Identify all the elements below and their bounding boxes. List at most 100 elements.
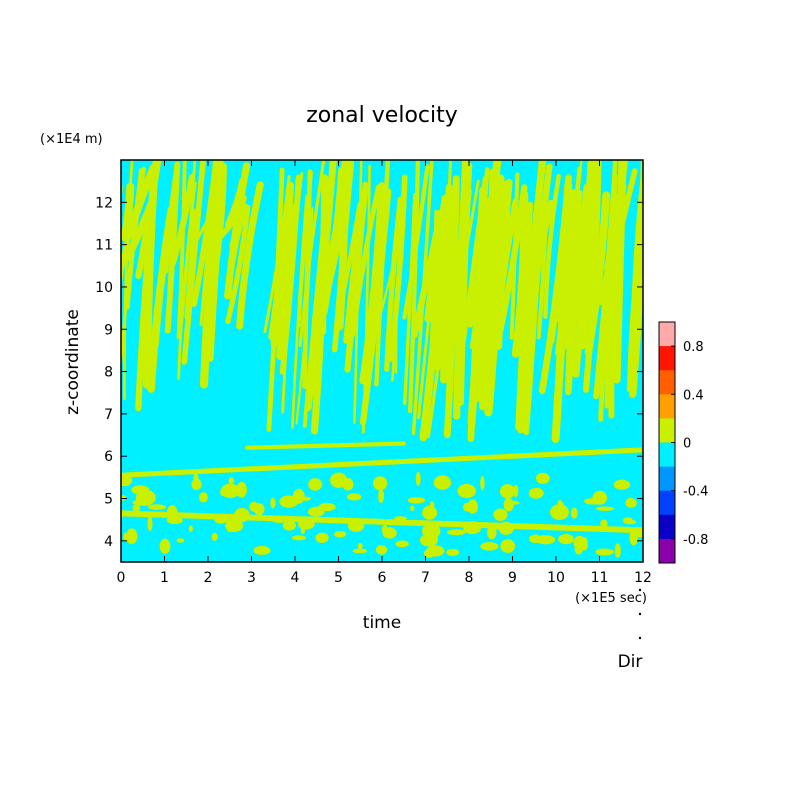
positive-streak bbox=[89, 154, 115, 282]
positive-streak bbox=[154, 163, 179, 347]
positive-patch bbox=[382, 527, 397, 539]
y-tick-label: 5 bbox=[104, 492, 113, 508]
positive-patch bbox=[228, 477, 235, 485]
positive-band bbox=[121, 510, 643, 534]
positive-streak bbox=[230, 203, 249, 262]
positive-patch bbox=[166, 516, 183, 525]
positive-streak bbox=[211, 162, 227, 266]
x-tick-label: 0 bbox=[117, 570, 126, 586]
dir-annotation: Dir bbox=[618, 588, 642, 672]
y-axis: 4 5 6 7 8 9 10 11 12 bbox=[95, 195, 643, 550]
x-tick-label: 9 bbox=[508, 570, 517, 586]
colorbar-swatch bbox=[659, 370, 675, 395]
positive-patch bbox=[291, 535, 306, 541]
positive-patch bbox=[446, 529, 466, 536]
positive-streak bbox=[344, 181, 369, 373]
positive-patch bbox=[600, 519, 608, 528]
positive-patch bbox=[415, 471, 421, 486]
positive-streak bbox=[626, 184, 643, 393]
x-tick-label: 5 bbox=[334, 570, 343, 586]
positive-streak bbox=[482, 202, 509, 388]
positive-streak bbox=[497, 184, 528, 334]
positive-patch bbox=[487, 525, 497, 540]
positive-patch bbox=[135, 489, 156, 506]
y-tick-label: 10 bbox=[95, 280, 113, 296]
positive-streak bbox=[551, 181, 573, 443]
positive-patch bbox=[282, 520, 296, 531]
positive-streak bbox=[192, 211, 214, 247]
positive-patch bbox=[625, 497, 637, 508]
colorbar-swatch bbox=[659, 322, 675, 347]
positive-patch bbox=[480, 476, 485, 491]
colorbar-swatch bbox=[659, 466, 675, 492]
positive-patch bbox=[422, 505, 438, 520]
positive-patch bbox=[558, 534, 574, 545]
positive-patch bbox=[614, 543, 621, 558]
x-axis: 0 1 2 3 4 5 6 7 8 9 10 11 12 bbox=[117, 160, 652, 586]
positive-patch bbox=[308, 478, 323, 491]
positive-streak bbox=[612, 160, 627, 384]
positive-streak bbox=[302, 178, 331, 428]
y-tick-label: 4 bbox=[104, 534, 113, 550]
positive-streak bbox=[291, 194, 308, 429]
x-tick-label: 1 bbox=[160, 570, 169, 586]
positive-patch bbox=[613, 479, 631, 490]
positive-streak bbox=[417, 195, 445, 420]
positive-streak bbox=[298, 160, 326, 348]
chart-title: zonal velocity bbox=[306, 103, 458, 128]
colorbar-tick-label: -0.8 bbox=[683, 533, 708, 548]
positive-streak bbox=[236, 181, 264, 330]
y-unit-label: (×1E4 m) bbox=[40, 132, 103, 147]
positive-streak bbox=[384, 196, 403, 372]
colorbar-swatch bbox=[659, 490, 675, 516]
y-tick-label: 9 bbox=[104, 322, 113, 338]
positive-patch bbox=[457, 483, 477, 499]
positive-streak bbox=[388, 174, 408, 362]
positive-patch bbox=[528, 487, 544, 499]
x-tick-label: 12 bbox=[634, 570, 652, 586]
positive-patch bbox=[188, 525, 193, 533]
positive-streak bbox=[199, 160, 224, 389]
positive-band bbox=[121, 447, 643, 478]
x-tick-label: 10 bbox=[547, 570, 565, 586]
positive-patch bbox=[220, 488, 237, 498]
positive-patch bbox=[557, 499, 562, 506]
positive-patch bbox=[308, 506, 325, 517]
positive-streak bbox=[176, 160, 187, 339]
positive-patch bbox=[407, 497, 426, 504]
positive-patch bbox=[393, 516, 407, 521]
positive-streak bbox=[628, 160, 643, 398]
positive-patch bbox=[629, 530, 638, 546]
positive-streak bbox=[572, 160, 595, 378]
colorbar-tick-label: 0.4 bbox=[683, 388, 704, 403]
positive-patch bbox=[225, 519, 244, 533]
positive-streak bbox=[225, 204, 251, 325]
positive-streak bbox=[317, 205, 332, 336]
positive-streak bbox=[281, 171, 304, 414]
dir-marker-dot bbox=[638, 612, 642, 616]
positive-streak bbox=[164, 161, 181, 334]
y-tick-label: 12 bbox=[95, 195, 113, 211]
x-tick-label: 11 bbox=[591, 570, 609, 586]
x-unit-label: (×1E5 sec) bbox=[575, 591, 647, 606]
positive-patch bbox=[253, 503, 265, 516]
positive-patch bbox=[132, 504, 141, 512]
positive-streak bbox=[266, 167, 285, 432]
positive-patch bbox=[357, 542, 363, 550]
positive-streak bbox=[270, 203, 300, 348]
colorbar-swatch bbox=[659, 514, 675, 540]
positive-patch bbox=[584, 498, 603, 505]
positive-streak bbox=[97, 165, 116, 295]
colorbar-swatch bbox=[659, 538, 675, 564]
colorbar-swatch bbox=[659, 418, 675, 443]
positive-streak bbox=[302, 169, 313, 389]
positive-streak bbox=[488, 198, 519, 376]
positive-patch bbox=[573, 535, 586, 550]
colorbar-swatch bbox=[659, 394, 675, 419]
positive-patch bbox=[211, 532, 218, 542]
dir-marker-dot bbox=[638, 636, 642, 640]
positive-streak bbox=[597, 196, 620, 366]
positive-streak bbox=[135, 160, 160, 412]
positive-patch bbox=[352, 548, 368, 554]
